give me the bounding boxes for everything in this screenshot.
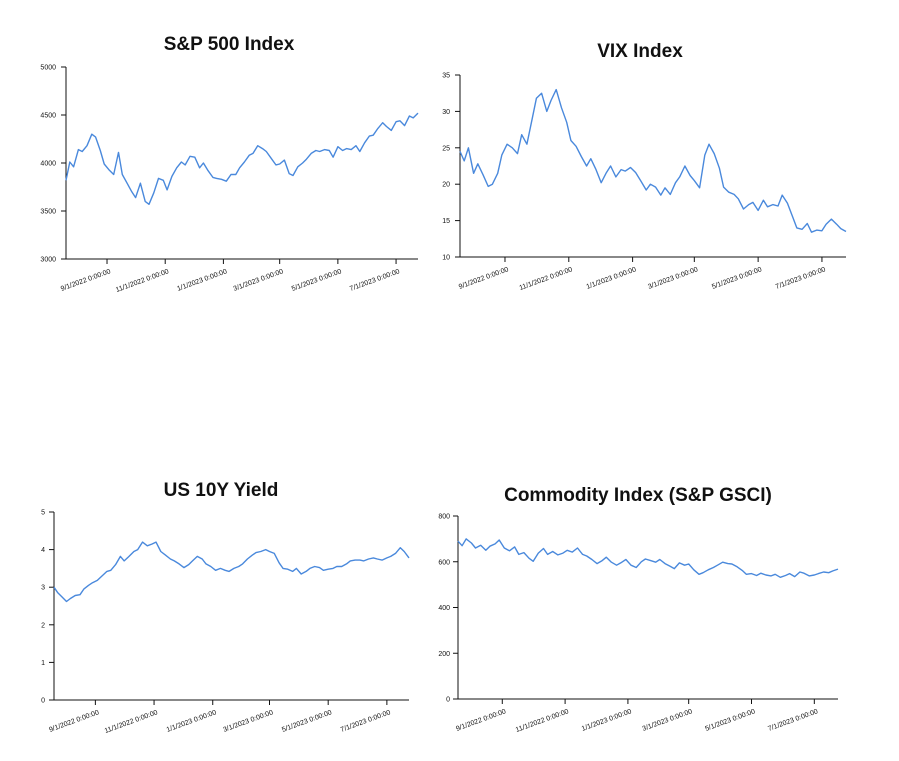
x-tick-label: 7/1/2023 0:00:00 — [767, 708, 819, 733]
y-tick-label: 4500 — [40, 113, 56, 120]
series-line — [65, 112, 419, 206]
y-tick-label: 4 — [41, 547, 45, 554]
y-tick-label: 0 — [41, 698, 45, 705]
y-tick-label: 3500 — [40, 209, 56, 216]
y-tick-label: 600 — [438, 559, 450, 566]
y-tick-label: 4000 — [40, 161, 56, 168]
y-tick-label: 5000 — [40, 65, 56, 72]
x-tick-label: 1/1/2023 0:00:00 — [581, 708, 633, 733]
y-tick-label: 5 — [41, 510, 45, 517]
series-line — [457, 538, 839, 578]
y-tick-label: 200 — [438, 651, 450, 658]
y-tick-label: 0 — [446, 697, 450, 704]
chart-title: VIX Index — [597, 41, 683, 62]
y-tick-label: 2 — [41, 622, 45, 629]
x-tick-label: 5/1/2023 0:00:00 — [704, 708, 756, 733]
chart-title: S&P 500 Index — [163, 34, 295, 55]
y-tick-label: 15 — [442, 218, 450, 225]
y-tick-label: 3 — [41, 585, 45, 592]
series-line — [53, 541, 410, 603]
y-tick-label: 20 — [442, 182, 450, 189]
y-tick-label: 30 — [442, 109, 450, 116]
y-tick-label: 25 — [442, 145, 450, 152]
x-tick-label: 3/1/2023 0:00:00 — [642, 708, 694, 733]
x-tick-label: 11/1/2022 0:00:00 — [515, 708, 570, 734]
y-tick-label: 35 — [442, 73, 450, 80]
y-tick-label: 10 — [442, 255, 450, 262]
chart-title: Commodity Index (S&P GSCI) — [504, 485, 772, 506]
y-tick-label: 1 — [41, 660, 45, 667]
y-tick-label: 3000 — [40, 257, 56, 264]
x-tick-label: 9/1/2022 0:00:00 — [455, 708, 507, 733]
y-tick-label: 800 — [438, 514, 450, 521]
chart-title: US 10Y Yield — [163, 480, 279, 501]
series-line — [459, 88, 847, 233]
y-tick-label: 400 — [438, 605, 450, 612]
